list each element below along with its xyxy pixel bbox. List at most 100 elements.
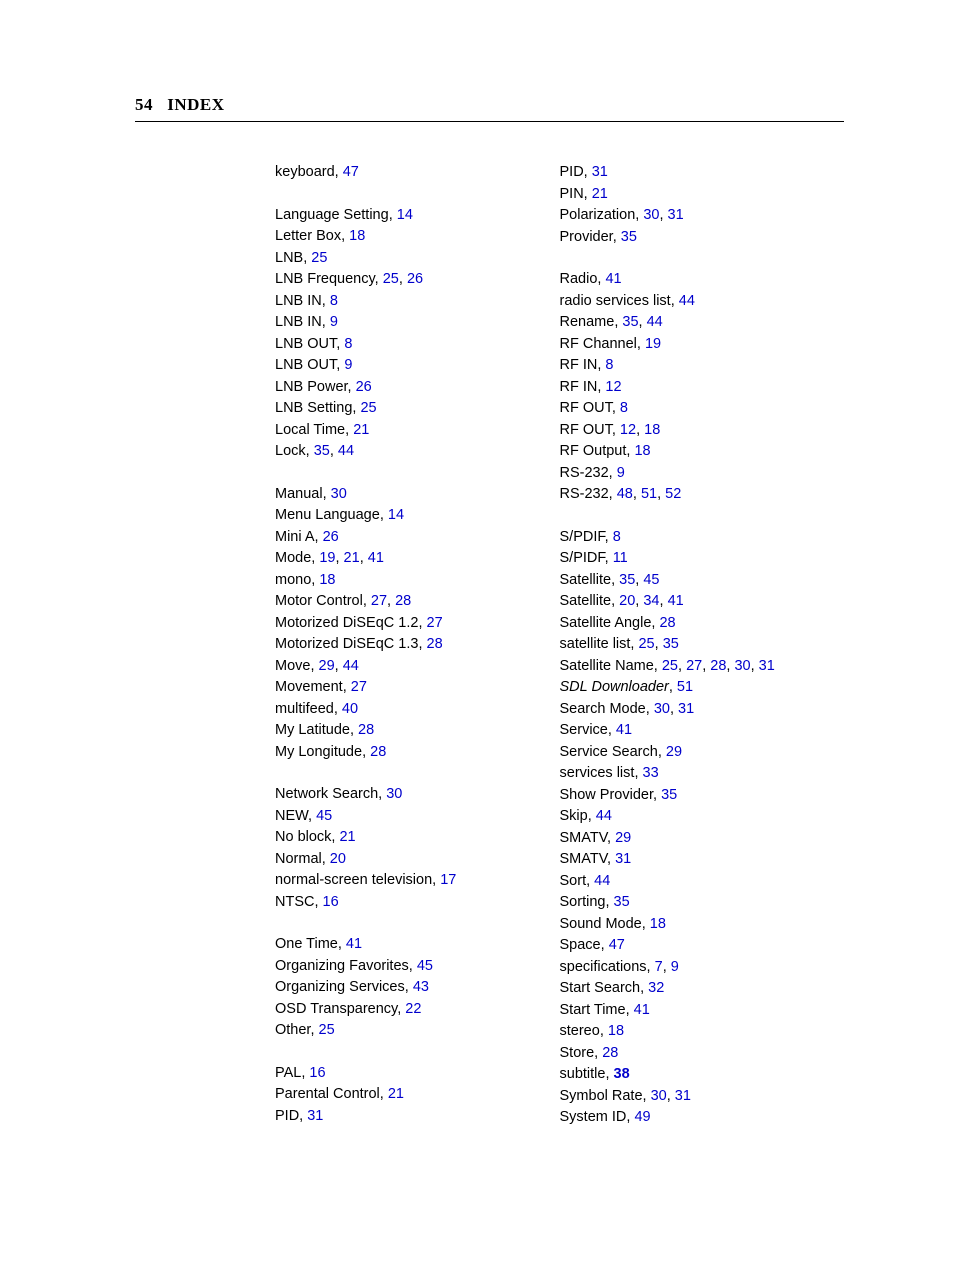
page-ref-link[interactable]: 25 bbox=[360, 400, 376, 416]
page-ref-link[interactable]: 30 bbox=[331, 486, 347, 502]
page-ref-link[interactable]: 29 bbox=[666, 744, 682, 760]
page-ref-link[interactable]: 8 bbox=[613, 529, 621, 545]
page-ref-link[interactable]: 21 bbox=[353, 422, 369, 438]
page-ref-link[interactable]: 11 bbox=[613, 550, 628, 566]
page-ref-link[interactable]: 30 bbox=[654, 701, 670, 717]
page-ref-link[interactable]: 18 bbox=[608, 1023, 624, 1039]
page-ref-link[interactable]: 17 bbox=[440, 872, 456, 888]
page-ref-link[interactable]: 30 bbox=[651, 1088, 667, 1104]
page-ref-link[interactable]: 44 bbox=[343, 658, 359, 674]
page-ref-link[interactable]: 41 bbox=[668, 593, 684, 609]
page-ref-link[interactable]: 25 bbox=[662, 658, 678, 674]
page-ref-link[interactable]: 30 bbox=[734, 658, 750, 674]
page-ref-link[interactable]: 34 bbox=[643, 593, 659, 609]
page-ref-link[interactable]: 18 bbox=[644, 422, 660, 438]
page-ref-link[interactable]: 44 bbox=[596, 808, 612, 824]
page-ref-link[interactable]: 26 bbox=[323, 529, 339, 545]
page-ref-link[interactable]: 18 bbox=[634, 443, 650, 459]
page-ref-link[interactable]: 25 bbox=[638, 636, 654, 652]
page-ref-link[interactable]: 25 bbox=[311, 250, 327, 266]
page-ref-link[interactable]: 31 bbox=[678, 701, 694, 717]
page-ref-link[interactable]: 31 bbox=[668, 207, 684, 223]
page-ref-link[interactable]: 25 bbox=[319, 1022, 335, 1038]
page-ref-link[interactable]: 43 bbox=[413, 979, 429, 995]
page-ref-link[interactable]: 33 bbox=[643, 765, 659, 781]
page-ref-link[interactable]: 28 bbox=[710, 658, 726, 674]
page-ref-link[interactable]: 27 bbox=[427, 615, 443, 631]
page-ref-link[interactable]: 18 bbox=[319, 572, 335, 588]
page-ref-link[interactable]: 7 bbox=[655, 959, 663, 975]
page-ref-link[interactable]: 31 bbox=[592, 164, 608, 180]
page-ref-link[interactable]: 35 bbox=[614, 894, 630, 910]
page-ref-link[interactable]: 27 bbox=[686, 658, 702, 674]
page-ref-link[interactable]: 47 bbox=[609, 937, 625, 953]
page-ref-link[interactable]: 35 bbox=[622, 314, 638, 330]
page-ref-link[interactable]: 29 bbox=[319, 658, 335, 674]
page-ref-link[interactable]: 44 bbox=[338, 443, 354, 459]
page-ref-link[interactable]: 28 bbox=[370, 744, 386, 760]
page-ref-link[interactable]: 35 bbox=[621, 229, 637, 245]
page-ref-link[interactable]: 44 bbox=[594, 873, 610, 889]
page-ref-link[interactable]: 20 bbox=[619, 593, 635, 609]
page-ref-link[interactable]: 52 bbox=[665, 486, 681, 502]
page-ref-link[interactable]: 21 bbox=[388, 1086, 404, 1102]
page-ref-link[interactable]: 8 bbox=[330, 293, 338, 309]
page-ref-link[interactable]: 28 bbox=[427, 636, 443, 652]
page-ref-link[interactable]: 31 bbox=[615, 851, 631, 867]
page-ref-link[interactable]: 19 bbox=[645, 336, 661, 352]
page-ref-link[interactable]: 41 bbox=[616, 722, 632, 738]
page-ref-link[interactable]: 14 bbox=[397, 207, 413, 223]
page-ref-link[interactable]: 41 bbox=[634, 1002, 650, 1018]
page-ref-link[interactable]: 27 bbox=[371, 593, 387, 609]
page-ref-link[interactable]: 44 bbox=[679, 293, 695, 309]
page-ref-link[interactable]: 45 bbox=[643, 572, 659, 588]
page-ref-link[interactable]: 8 bbox=[620, 400, 628, 416]
page-ref-link[interactable]: 28 bbox=[602, 1045, 618, 1061]
page-ref-link[interactable]: 35 bbox=[314, 443, 330, 459]
page-ref-link[interactable]: 26 bbox=[407, 271, 423, 287]
page-ref-link[interactable]: 9 bbox=[617, 465, 625, 481]
page-ref-link[interactable]: 18 bbox=[349, 228, 365, 244]
page-ref-link[interactable]: 47 bbox=[343, 164, 359, 180]
page-ref-link[interactable]: 44 bbox=[647, 314, 663, 330]
page-ref-link[interactable]: 48 bbox=[617, 486, 633, 502]
page-ref-link[interactable]: 28 bbox=[395, 593, 411, 609]
page-ref-link[interactable]: 12 bbox=[620, 422, 636, 438]
page-ref-link[interactable]: 31 bbox=[759, 658, 775, 674]
page-ref-link[interactable]: 8 bbox=[344, 336, 352, 352]
page-ref-link[interactable]: 18 bbox=[650, 916, 666, 932]
page-ref-link[interactable]: 16 bbox=[309, 1065, 325, 1081]
page-ref-link[interactable]: 30 bbox=[643, 207, 659, 223]
page-ref-link[interactable]: 9 bbox=[671, 959, 679, 975]
page-ref-link[interactable]: 45 bbox=[417, 958, 433, 974]
page-ref-link[interactable]: 31 bbox=[675, 1088, 691, 1104]
page-ref-link[interactable]: 9 bbox=[330, 314, 338, 330]
page-ref-link[interactable]: 45 bbox=[316, 808, 332, 824]
page-ref-link[interactable]: 19 bbox=[319, 550, 335, 566]
page-ref-link[interactable]: 28 bbox=[659, 615, 675, 631]
page-ref-link[interactable]: 32 bbox=[648, 980, 664, 996]
page-ref-link[interactable]: 9 bbox=[344, 357, 352, 373]
page-ref-link[interactable]: 21 bbox=[592, 186, 608, 202]
page-ref-link[interactable]: 30 bbox=[386, 786, 402, 802]
page-ref-link[interactable]: 41 bbox=[368, 550, 384, 566]
page-ref-link[interactable]: 27 bbox=[351, 679, 367, 695]
page-ref-link[interactable]: 25 bbox=[383, 271, 399, 287]
page-ref-link[interactable]: 22 bbox=[405, 1001, 421, 1017]
page-ref-link[interactable]: 41 bbox=[346, 936, 362, 952]
page-ref-link[interactable]: 20 bbox=[330, 851, 346, 867]
page-ref-link[interactable]: 51 bbox=[641, 486, 657, 502]
page-ref-link[interactable]: 40 bbox=[342, 701, 358, 717]
page-ref-link[interactable]: 28 bbox=[358, 722, 374, 738]
page-ref-link[interactable]: 31 bbox=[307, 1108, 323, 1124]
page-ref-link[interactable]: 21 bbox=[344, 550, 360, 566]
page-ref-link[interactable]: 8 bbox=[605, 357, 613, 373]
page-ref-link[interactable]: 26 bbox=[356, 379, 372, 395]
page-ref-link[interactable]: 35 bbox=[619, 572, 635, 588]
page-ref-link[interactable]: 16 bbox=[323, 894, 339, 910]
page-ref-link[interactable]: 29 bbox=[615, 830, 631, 846]
page-ref-link[interactable]: 35 bbox=[663, 636, 679, 652]
page-ref-link[interactable]: 38 bbox=[614, 1066, 630, 1082]
page-ref-link[interactable]: 51 bbox=[677, 679, 693, 695]
page-ref-link[interactable]: 49 bbox=[634, 1109, 650, 1125]
